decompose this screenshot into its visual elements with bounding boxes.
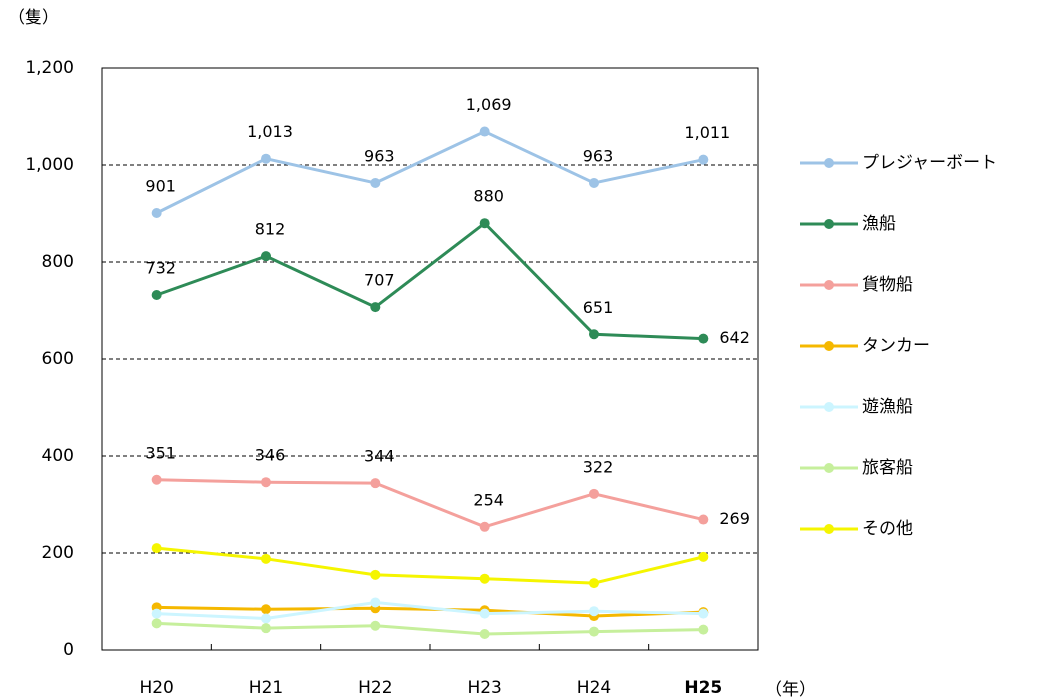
- series-line: [156, 621, 704, 636]
- legend-label: 貨物船: [862, 275, 913, 295]
- data-label: 812: [255, 220, 286, 239]
- legend-label: 旅客船: [862, 458, 913, 478]
- y-tick-label: 0: [63, 640, 74, 660]
- data-label: 651: [583, 298, 614, 317]
- x-tick-label: H20: [139, 678, 173, 698]
- y-tick-label: 600: [42, 349, 74, 369]
- data-label: 1,013: [247, 122, 293, 141]
- data-point: [261, 623, 271, 634]
- series-line: [156, 600, 704, 620]
- data-point: [151, 208, 162, 219]
- data-point: [370, 478, 381, 489]
- data-label: 963: [583, 146, 614, 165]
- data-point: [698, 624, 709, 635]
- legend-label: タンカー: [862, 336, 930, 356]
- data-point: [589, 626, 599, 637]
- data-point: [589, 177, 599, 188]
- data-point: [698, 608, 709, 619]
- data-label: 1,011: [684, 123, 730, 142]
- data-point: [370, 620, 381, 631]
- data-point: [479, 218, 490, 229]
- legend-label: 遊漁船: [862, 397, 913, 417]
- legend-label: 漁船: [862, 214, 896, 234]
- data-label: 269: [719, 509, 750, 528]
- y-tick-label: 400: [42, 446, 74, 466]
- data-label: 707: [364, 271, 395, 290]
- legend-marker: [824, 524, 834, 534]
- data-point: [698, 551, 709, 562]
- series-line: [156, 478, 704, 529]
- data-point: [261, 613, 271, 624]
- legend-label: その他: [862, 519, 913, 539]
- data-point: [589, 488, 599, 499]
- data-label: 732: [145, 258, 176, 277]
- legend-marker: [824, 280, 834, 290]
- data-point: [151, 289, 162, 300]
- legend-marker: [824, 402, 834, 412]
- data-point: [151, 543, 162, 554]
- data-point: [261, 477, 271, 488]
- data-point: [479, 573, 490, 584]
- series-line: [156, 221, 704, 341]
- x-tick-label: H24: [577, 678, 611, 698]
- series-line: [155, 129, 704, 215]
- data-point: [261, 251, 271, 262]
- data-point: [589, 329, 599, 340]
- y-tick-label: 200: [42, 543, 74, 563]
- legend-marker: [824, 341, 834, 351]
- data-point: [589, 606, 599, 617]
- data-point: [479, 608, 490, 619]
- legend-label: プレジャーボート: [862, 153, 997, 173]
- legend-marker: [824, 158, 834, 168]
- x-tick-label: H21: [249, 678, 283, 698]
- data-label: 880: [473, 187, 504, 206]
- x-tick-label: H23: [467, 678, 501, 698]
- data-point: [589, 578, 599, 589]
- data-label: 322: [583, 457, 614, 476]
- data-label: 254: [473, 490, 504, 509]
- data-point: [370, 597, 381, 608]
- data-label: 901: [145, 177, 176, 196]
- y-tick-label: 1,200: [25, 58, 74, 78]
- data-point: [151, 474, 162, 485]
- x-tick-label: H25: [684, 678, 722, 698]
- data-label: 642: [719, 328, 750, 347]
- data-point: [370, 302, 381, 313]
- data-point: [261, 153, 271, 164]
- data-point: [370, 569, 381, 580]
- data-point: [151, 618, 162, 629]
- data-point: [370, 177, 381, 188]
- data-point: [261, 553, 271, 564]
- data-point: [698, 154, 709, 165]
- data-point: [698, 514, 709, 525]
- data-point: [479, 521, 490, 532]
- data-point: [479, 126, 490, 137]
- data-label: 963: [364, 146, 395, 165]
- legend-marker: [824, 219, 834, 229]
- x-tick-label: H22: [358, 678, 392, 698]
- y-axis-label: （隻）: [8, 8, 59, 28]
- legend-marker: [824, 463, 834, 473]
- data-point: [151, 608, 162, 619]
- data-label: 1,069: [466, 95, 512, 114]
- y-tick-label: 1,000: [25, 155, 74, 175]
- data-point: [698, 333, 709, 344]
- data-point: [261, 604, 271, 615]
- y-tick-label: 800: [42, 252, 74, 272]
- x-axis-label: （年）: [765, 680, 816, 700]
- data-point: [479, 628, 490, 639]
- series-line: [156, 546, 704, 585]
- data-label: 344: [364, 447, 395, 466]
- data-label: 346: [255, 446, 286, 465]
- data-label: 351: [145, 443, 176, 462]
